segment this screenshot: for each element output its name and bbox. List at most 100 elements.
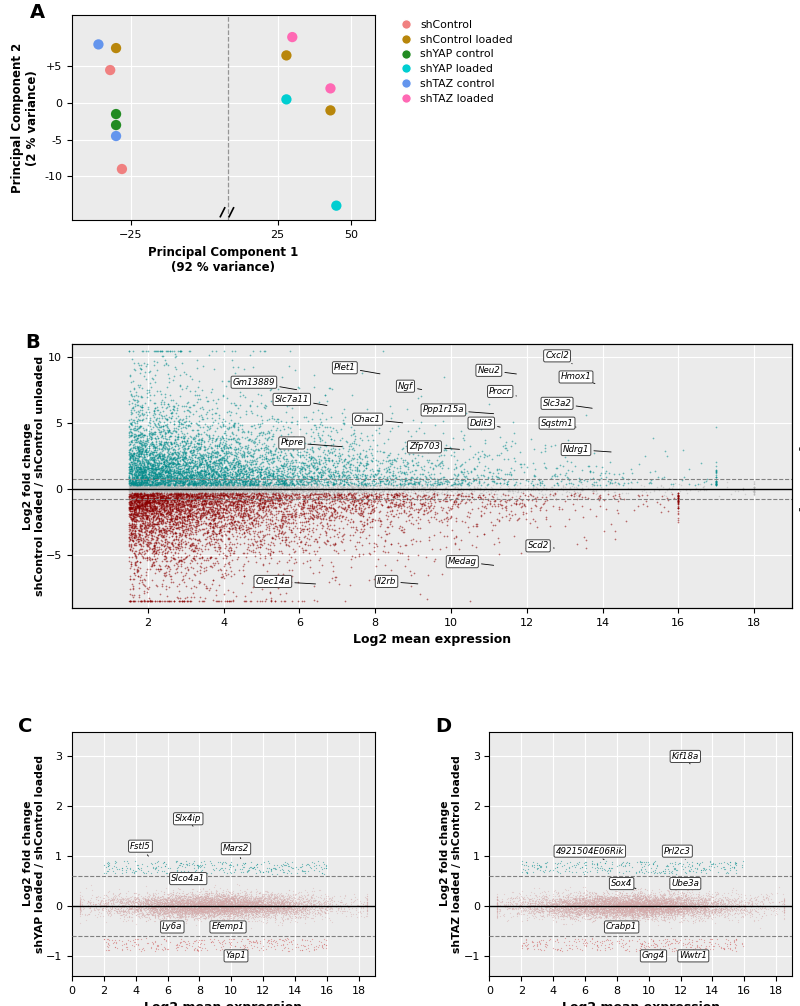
- Point: [562, 896, 575, 912]
- Point: [127, 487, 140, 503]
- Point: [624, 892, 637, 908]
- Point: [617, 895, 630, 911]
- Point: [573, 894, 586, 910]
- Point: [710, 420, 722, 436]
- Point: [131, 553, 144, 569]
- Point: [224, 910, 237, 927]
- Point: [251, 897, 264, 913]
- Point: [166, 450, 179, 466]
- Point: [554, 903, 566, 919]
- Point: [675, 913, 688, 930]
- Point: [207, 482, 220, 498]
- Point: [301, 933, 314, 949]
- Point: [146, 477, 159, 493]
- Point: [718, 895, 731, 911]
- Point: [213, 467, 226, 483]
- Point: [718, 942, 731, 958]
- Point: [232, 453, 245, 469]
- Point: [546, 885, 559, 901]
- Point: [213, 906, 226, 923]
- Point: [201, 428, 214, 444]
- Point: [277, 495, 290, 511]
- Point: [152, 510, 165, 526]
- Point: [603, 890, 616, 906]
- Point: [165, 478, 178, 494]
- Point: [202, 465, 215, 481]
- Point: [384, 456, 397, 472]
- Point: [166, 480, 179, 496]
- Point: [162, 452, 175, 468]
- Point: [256, 897, 269, 913]
- Point: [166, 439, 178, 455]
- Point: [170, 502, 183, 518]
- Point: [576, 902, 589, 918]
- Point: [203, 898, 216, 914]
- Point: [339, 456, 352, 472]
- Point: [196, 862, 209, 878]
- Point: [231, 910, 244, 927]
- Point: [240, 474, 253, 490]
- Point: [191, 500, 204, 516]
- Point: [230, 478, 242, 494]
- Point: [160, 902, 173, 918]
- Point: [235, 888, 248, 904]
- Point: [128, 457, 141, 473]
- Point: [309, 531, 322, 547]
- Point: [528, 468, 541, 484]
- Point: [241, 485, 254, 501]
- Point: [655, 908, 668, 925]
- Point: [226, 482, 239, 498]
- Point: [191, 857, 204, 873]
- Point: [134, 482, 147, 498]
- Point: [226, 900, 239, 916]
- Point: [74, 903, 86, 919]
- Point: [282, 487, 294, 503]
- Point: [155, 428, 168, 444]
- Point: [138, 893, 150, 909]
- Point: [682, 898, 695, 914]
- Point: [127, 529, 140, 545]
- Point: [542, 894, 554, 910]
- Point: [205, 898, 218, 914]
- Point: [276, 459, 289, 475]
- Point: [598, 897, 610, 913]
- Point: [597, 892, 610, 908]
- Point: [136, 538, 149, 554]
- Point: [201, 890, 214, 906]
- Point: [221, 476, 234, 492]
- Point: [579, 540, 592, 556]
- Point: [170, 508, 183, 524]
- Point: [158, 479, 170, 495]
- Point: [324, 469, 337, 485]
- Point: [250, 490, 263, 506]
- Point: [147, 490, 160, 506]
- Point: [619, 904, 632, 920]
- Point: [182, 546, 195, 562]
- Point: [249, 432, 262, 448]
- Point: [186, 900, 198, 916]
- Point: [252, 899, 265, 915]
- Point: [146, 437, 158, 453]
- Point: [246, 906, 258, 923]
- Point: [123, 437, 136, 453]
- Point: [229, 440, 242, 456]
- Point: [279, 529, 292, 545]
- Point: [562, 897, 574, 913]
- Point: [166, 518, 178, 534]
- Point: [633, 456, 646, 472]
- Point: [367, 488, 380, 504]
- Point: [234, 486, 246, 502]
- Point: [291, 471, 304, 487]
- Point: [714, 900, 727, 916]
- Point: [638, 897, 651, 913]
- Point: [672, 934, 685, 950]
- Point: [590, 896, 602, 912]
- Point: [295, 937, 308, 953]
- Point: [220, 906, 233, 923]
- Point: [286, 902, 299, 918]
- Point: [150, 480, 162, 496]
- Point: [205, 483, 218, 499]
- Point: [225, 905, 238, 921]
- Point: [447, 494, 460, 510]
- Point: [298, 483, 310, 499]
